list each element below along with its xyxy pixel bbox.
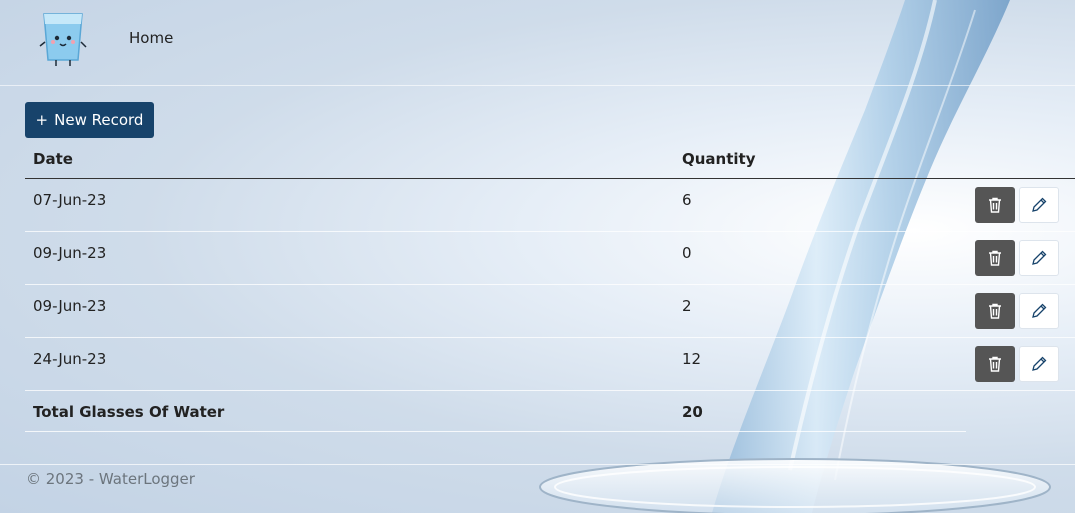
pencil-icon [1032, 356, 1047, 371]
footer-copyright: © 2023 - WaterLogger [26, 470, 195, 488]
cell-quantity: 0 [682, 244, 692, 262]
pencil-icon [1032, 303, 1047, 318]
trash-icon [989, 197, 1001, 213]
cell-date: 07-Jun-23 [33, 191, 107, 209]
new-record-label: New Record [54, 111, 144, 129]
cell-quantity: 2 [682, 297, 692, 315]
nav-home-link[interactable]: Home [129, 29, 174, 47]
total-label: Total Glasses Of Water [33, 403, 225, 421]
pencil-icon [1032, 250, 1047, 265]
delete-button[interactable] [975, 240, 1015, 276]
table-row: 09-Jun-23 0 [25, 232, 1075, 285]
edit-button[interactable] [1019, 187, 1059, 223]
top-navbar: Home [0, 0, 1075, 86]
trash-icon [989, 356, 1001, 372]
plus-icon: + [35, 110, 49, 129]
edit-button[interactable] [1019, 293, 1059, 329]
trash-icon [989, 250, 1001, 266]
records-table: Date Quantity 07-Jun-23 6 09-Jun-23 0 09… [25, 140, 1075, 432]
cell-quantity: 12 [682, 350, 702, 368]
cell-date: 24-Jun-23 [33, 350, 107, 368]
trash-icon [989, 303, 1001, 319]
cell-date: 09-Jun-23 [33, 244, 107, 262]
table-row: 24-Jun-23 12 [25, 338, 1075, 391]
new-record-button[interactable]: + New Record [25, 102, 154, 138]
delete-button[interactable] [975, 346, 1015, 382]
total-value: 20 [682, 403, 703, 421]
water-glass-mascot-icon[interactable] [38, 8, 88, 68]
footer: © 2023 - WaterLogger [0, 464, 1075, 513]
pencil-icon [1032, 197, 1047, 212]
cell-date: 09-Jun-23 [33, 297, 107, 315]
delete-button[interactable] [975, 187, 1015, 223]
cell-quantity: 6 [682, 191, 692, 209]
table-row: 09-Jun-23 2 [25, 285, 1075, 338]
column-header-quantity: Quantity [682, 150, 756, 168]
total-row: Total Glasses Of Water 20 [25, 391, 966, 432]
edit-button[interactable] [1019, 346, 1059, 382]
edit-button[interactable] [1019, 240, 1059, 276]
table-row: 07-Jun-23 6 [25, 179, 1075, 232]
delete-button[interactable] [975, 293, 1015, 329]
column-header-date: Date [33, 150, 73, 168]
table-header: Date Quantity [25, 140, 1075, 179]
